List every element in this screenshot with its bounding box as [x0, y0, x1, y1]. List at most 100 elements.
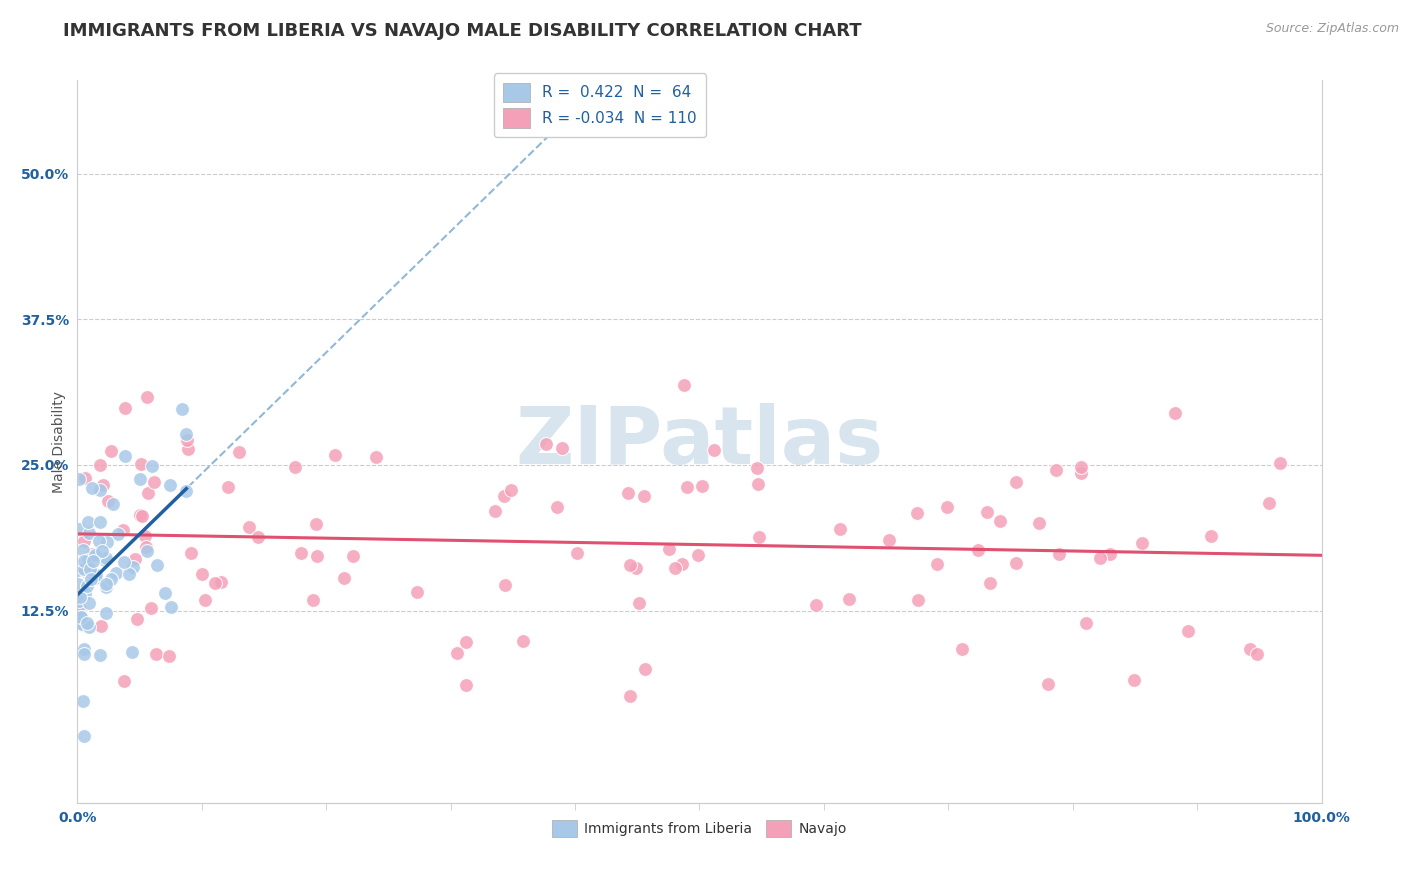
Point — [111, 523, 134, 537]
Point — [112, 674, 135, 689]
Point — [364, 450, 387, 465]
Point — [136, 486, 159, 500]
Point — [72, 647, 94, 661]
Point — [89, 483, 111, 498]
Point — [145, 647, 167, 661]
Point — [114, 449, 136, 463]
Point — [1070, 460, 1092, 475]
Point — [96, 551, 118, 566]
Point — [1246, 648, 1268, 662]
Point — [69, 590, 91, 604]
Point — [828, 522, 851, 536]
Point — [67, 599, 90, 614]
Point — [247, 530, 270, 544]
Point — [145, 558, 167, 572]
Point — [89, 458, 111, 472]
Point — [1090, 551, 1112, 566]
Y-axis label: Male Disability: Male Disability — [52, 391, 66, 492]
Point — [534, 437, 557, 451]
Point — [84, 568, 107, 582]
Point — [136, 544, 159, 558]
Point — [499, 483, 522, 497]
Point — [745, 461, 768, 475]
Point — [512, 633, 534, 648]
Point — [406, 585, 429, 599]
Point — [456, 677, 478, 691]
Point — [94, 606, 117, 620]
Legend: Immigrants from Liberia, Navajo: Immigrants from Liberia, Navajo — [547, 814, 852, 843]
Point — [112, 555, 135, 569]
Point — [664, 560, 686, 574]
Point — [77, 595, 100, 609]
Point — [91, 543, 114, 558]
Point — [89, 648, 111, 662]
Point — [806, 598, 828, 612]
Point — [988, 514, 1011, 528]
Point — [1004, 475, 1026, 490]
Point — [73, 534, 96, 549]
Point — [97, 494, 120, 508]
Point — [80, 572, 103, 586]
Point — [100, 443, 122, 458]
Point — [75, 470, 97, 484]
Point — [69, 609, 91, 624]
Point — [333, 571, 356, 585]
Point — [686, 548, 709, 562]
Point — [191, 567, 214, 582]
Point — [905, 506, 928, 520]
Point — [107, 527, 129, 541]
Point — [79, 562, 101, 576]
Point — [838, 591, 860, 606]
Point — [1070, 466, 1092, 480]
Point — [93, 477, 115, 491]
Point — [1074, 615, 1097, 630]
Point — [104, 566, 127, 581]
Point — [1270, 456, 1292, 470]
Point — [935, 500, 957, 515]
Point — [180, 546, 202, 560]
Point — [72, 693, 94, 707]
Point — [122, 560, 145, 574]
Point — [84, 548, 107, 562]
Point — [82, 554, 104, 568]
Point — [967, 543, 990, 558]
Point — [73, 729, 96, 743]
Point — [747, 477, 769, 491]
Point — [174, 483, 197, 498]
Point — [100, 572, 122, 586]
Point — [671, 557, 693, 571]
Text: IMMIGRANTS FROM LIBERIA VS NAVAJO MALE DISABILITY CORRELATION CHART: IMMIGRANTS FROM LIBERIA VS NAVAJO MALE D… — [63, 22, 862, 40]
Point — [1005, 556, 1028, 570]
Point — [69, 601, 91, 615]
Point — [118, 566, 141, 581]
Point — [952, 642, 974, 657]
Point — [80, 547, 103, 561]
Point — [494, 578, 516, 592]
Point — [128, 472, 150, 486]
Point — [228, 445, 250, 459]
Point — [94, 577, 117, 591]
Point — [446, 646, 468, 660]
Point — [87, 534, 110, 549]
Point — [94, 580, 117, 594]
Point — [927, 557, 949, 571]
Point — [80, 549, 103, 564]
Point — [139, 601, 162, 615]
Point — [129, 508, 152, 522]
Point — [157, 648, 180, 663]
Point — [121, 645, 143, 659]
Point — [67, 522, 90, 536]
Point — [209, 574, 232, 589]
Point — [176, 442, 198, 457]
Point — [141, 458, 163, 473]
Point — [1163, 406, 1185, 420]
Point — [204, 576, 226, 591]
Point — [484, 504, 506, 518]
Point — [619, 558, 641, 572]
Point — [90, 619, 112, 633]
Point — [634, 662, 657, 676]
Text: ZIPatlas: ZIPatlas — [516, 402, 883, 481]
Point — [302, 593, 325, 607]
Point — [305, 549, 328, 564]
Point — [70, 610, 93, 624]
